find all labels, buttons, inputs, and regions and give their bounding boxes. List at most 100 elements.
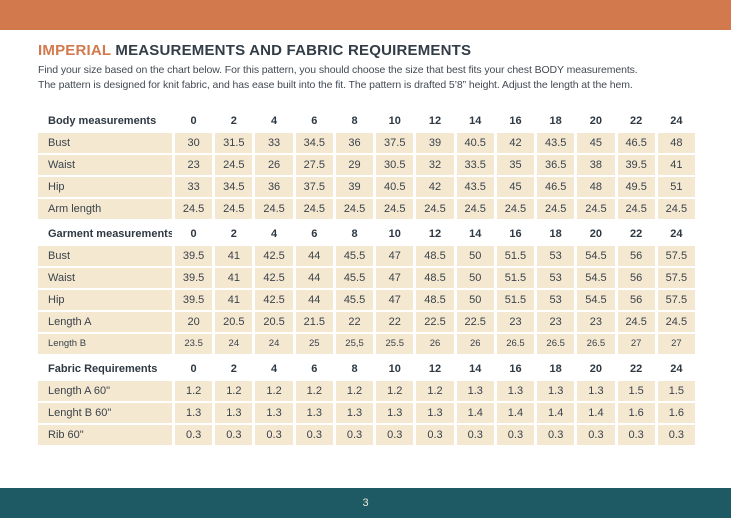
value-cell: 27.5	[295, 155, 333, 175]
table-row: Rib 60" 0.3 0.3 0.3 0.3 0.3 0.3 0.3 0.3 0.3 0.3 0.3…	[38, 425, 695, 445]
section-header-label: Garment measurements	[48, 228, 172, 240]
value-cell: 41	[215, 246, 253, 266]
description: Find your size based on the chart below.…	[38, 63, 695, 93]
value-cell: 47	[376, 246, 414, 266]
value-cell: 22	[376, 312, 414, 332]
value-cell: 51	[657, 177, 695, 197]
value-cell: 53	[537, 268, 575, 288]
value-cell: 1.5	[657, 381, 695, 401]
page-number: 3	[362, 497, 369, 509]
table-row: Hip 39.5 41 42.5 44 45.5 47 48.5 50 51.5 53 54.5 56 5…	[38, 290, 695, 310]
value-cell: 45	[577, 133, 615, 153]
value-cell: 24.5	[416, 199, 454, 219]
value-cell: 57.5	[657, 290, 695, 310]
value-cell: 26.5	[496, 334, 535, 354]
size-column-header: 18	[549, 228, 562, 240]
size-column-header: 18	[549, 115, 562, 127]
value-cell: 44	[295, 268, 333, 288]
value-cell: 40.5	[456, 133, 494, 153]
size-column-header: 14	[469, 228, 482, 240]
value-cell: 33	[175, 177, 213, 197]
value-cell: 50	[456, 290, 494, 310]
value-cell: 1.3	[537, 381, 575, 401]
size-column-header: 0	[190, 228, 197, 240]
size-column-header: 10	[388, 363, 401, 375]
value-cell: 57.5	[657, 268, 695, 288]
value-cell: 41	[215, 290, 253, 310]
value-cell: 0.3	[255, 425, 293, 445]
size-column-header: 12	[428, 228, 442, 240]
row-label: Hip	[38, 290, 172, 310]
size-column-header: 24	[670, 228, 683, 240]
value-cell: 38	[577, 155, 615, 175]
value-cell: 42	[496, 133, 535, 153]
value-cell: 23	[175, 155, 213, 175]
value-cell: 34.5	[215, 177, 253, 197]
value-cell: 1.2	[175, 381, 213, 401]
value-cell: 0.3	[496, 425, 535, 445]
value-cell: 20.5	[255, 312, 293, 332]
row-label: Length A 60"	[38, 381, 172, 401]
size-column-header: 22	[630, 363, 643, 375]
value-cell: 50	[456, 246, 494, 266]
value-cell: 1.6	[617, 403, 655, 423]
value-cell: 24.5	[496, 199, 535, 219]
value-cell: 46.5	[617, 133, 655, 153]
value-cell: 43.5	[537, 133, 575, 153]
value-cell: 39.5	[175, 268, 213, 288]
value-cell: 39.5	[175, 246, 213, 266]
value-cell: 36	[335, 133, 374, 153]
value-cell: 1.3	[335, 403, 374, 423]
row-label: Length B	[38, 334, 172, 354]
value-cell: 50	[456, 268, 494, 288]
table-row: Waist 23 24.5 26 27.5 29 30.5 32 33.5 35 36.5 38 39.…	[38, 155, 695, 175]
value-cell: 25.5	[376, 334, 414, 354]
section-header-label: Body measurements	[48, 115, 157, 127]
section-header-label: Fabric Requirements	[48, 363, 158, 375]
size-chart-table: Body measurements 0 2 4 6 8 10 12 14 16 18 20 22 24 Bu…	[38, 111, 695, 445]
size-column-header: 0	[190, 115, 197, 127]
header-accent-bar	[0, 0, 731, 30]
size-column-header: 12	[428, 363, 442, 375]
value-cell: 1.2	[416, 381, 454, 401]
value-cell: 32	[416, 155, 454, 175]
value-cell: 49.5	[617, 177, 655, 197]
value-cell: 24.5	[537, 199, 575, 219]
value-cell: 48	[577, 177, 615, 197]
value-cell: 53	[537, 290, 575, 310]
size-column-header: 14	[469, 363, 482, 375]
value-cell: 27	[617, 334, 655, 354]
value-cell: 24.5	[215, 155, 253, 175]
value-cell: 42.5	[255, 246, 293, 266]
description-line-1: Find your size based on the chart below.…	[38, 64, 638, 76]
size-column-header: 20	[589, 228, 603, 240]
size-column-header: 8	[351, 228, 358, 240]
value-cell: 39.5	[617, 155, 655, 175]
row-label: Bust	[38, 133, 172, 153]
value-cell: 0.3	[295, 425, 333, 445]
value-cell: 24.5	[295, 199, 333, 219]
value-cell: 1.2	[295, 381, 333, 401]
size-column-header: 14	[469, 115, 482, 127]
size-column-header: 10	[388, 228, 401, 240]
size-column-header: 2	[230, 115, 237, 127]
value-cell: 45.5	[335, 290, 374, 310]
value-cell: 39	[335, 177, 374, 197]
value-cell: 25,5	[335, 334, 374, 354]
value-cell: 37.5	[295, 177, 333, 197]
size-column-header: 18	[549, 363, 562, 375]
value-cell: 39.5	[175, 290, 213, 310]
table-row: Arm length 24.5 24.5 24.5 24.5 24.5 24.5 24.5 24…	[38, 199, 695, 219]
value-cell: 1.3	[175, 403, 213, 423]
size-column-header: 20	[589, 363, 603, 375]
size-column-header: 6	[311, 363, 318, 375]
value-cell: 30.5	[376, 155, 414, 175]
row-label: Hip	[38, 177, 172, 197]
value-cell: 1.4	[456, 403, 494, 423]
value-cell: 20	[175, 312, 213, 332]
value-cell: 47	[376, 268, 414, 288]
value-cell: 1.6	[657, 403, 695, 423]
size-column-header: 20	[589, 115, 603, 127]
value-cell: 24.5	[215, 199, 253, 219]
value-cell: 44	[295, 246, 333, 266]
